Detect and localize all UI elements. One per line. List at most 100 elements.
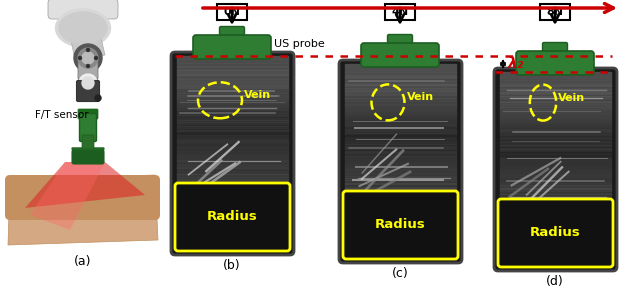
- Bar: [345, 74, 456, 75]
- Bar: [177, 97, 288, 98]
- Bar: [500, 220, 611, 221]
- Bar: [177, 123, 288, 124]
- Bar: [177, 214, 288, 215]
- Bar: [500, 213, 611, 214]
- Bar: [345, 160, 456, 161]
- Bar: [177, 230, 288, 231]
- Bar: [345, 112, 456, 113]
- Bar: [177, 216, 288, 217]
- Bar: [177, 88, 288, 89]
- Bar: [345, 146, 456, 147]
- FancyBboxPatch shape: [171, 52, 294, 255]
- Bar: [177, 105, 288, 106]
- Bar: [500, 82, 611, 83]
- Bar: [500, 182, 611, 183]
- Bar: [177, 238, 288, 239]
- Bar: [177, 169, 288, 170]
- Bar: [177, 218, 288, 219]
- Bar: [177, 208, 288, 209]
- Bar: [177, 195, 288, 196]
- Bar: [345, 238, 456, 239]
- Bar: [500, 86, 611, 87]
- Bar: [345, 99, 456, 100]
- Bar: [177, 181, 288, 182]
- Bar: [500, 128, 611, 129]
- Bar: [345, 89, 456, 90]
- Bar: [177, 133, 288, 134]
- Bar: [500, 141, 611, 142]
- Circle shape: [95, 95, 101, 101]
- Bar: [345, 143, 456, 144]
- Bar: [177, 70, 288, 71]
- Bar: [500, 177, 611, 178]
- Bar: [345, 118, 456, 119]
- Bar: [177, 226, 288, 227]
- Bar: [177, 179, 288, 180]
- Bar: [177, 220, 288, 221]
- Bar: [345, 242, 456, 243]
- Bar: [500, 214, 611, 215]
- Bar: [345, 233, 456, 234]
- Bar: [177, 170, 288, 171]
- Bar: [345, 257, 456, 258]
- Bar: [177, 115, 288, 116]
- Bar: [345, 132, 456, 133]
- Bar: [177, 185, 288, 186]
- Circle shape: [86, 65, 90, 68]
- Bar: [500, 218, 611, 219]
- Bar: [345, 109, 456, 110]
- Bar: [345, 218, 456, 219]
- Circle shape: [79, 57, 81, 60]
- Bar: [177, 98, 288, 99]
- Bar: [177, 215, 288, 216]
- Bar: [500, 156, 611, 157]
- Bar: [345, 66, 456, 67]
- Bar: [500, 227, 611, 228]
- Bar: [345, 72, 456, 73]
- Bar: [177, 209, 288, 210]
- Text: F/T sensor: F/T sensor: [35, 110, 88, 120]
- Bar: [345, 144, 456, 145]
- FancyBboxPatch shape: [387, 34, 413, 48]
- Bar: [345, 151, 456, 152]
- Bar: [500, 109, 611, 110]
- Bar: [177, 104, 288, 105]
- Bar: [345, 140, 456, 141]
- Bar: [345, 205, 456, 206]
- Bar: [177, 89, 288, 90]
- Bar: [345, 147, 456, 148]
- Bar: [345, 216, 456, 217]
- Bar: [500, 188, 611, 189]
- Bar: [500, 148, 611, 149]
- Bar: [345, 246, 456, 247]
- Bar: [345, 163, 456, 164]
- Bar: [177, 56, 288, 57]
- Bar: [345, 101, 456, 102]
- Bar: [500, 263, 611, 264]
- Bar: [500, 150, 611, 151]
- Bar: [345, 73, 456, 74]
- Bar: [345, 227, 456, 228]
- Bar: [345, 230, 456, 231]
- Bar: [177, 196, 288, 197]
- Bar: [345, 210, 456, 211]
- Bar: [345, 141, 456, 142]
- Bar: [500, 134, 611, 135]
- Circle shape: [74, 44, 102, 72]
- Bar: [500, 240, 611, 241]
- Bar: [177, 174, 288, 175]
- Bar: [345, 167, 456, 168]
- Bar: [500, 254, 611, 255]
- Bar: [177, 191, 288, 192]
- Bar: [500, 143, 611, 144]
- Bar: [500, 149, 611, 150]
- Text: Vein: Vein: [406, 92, 434, 102]
- Bar: [177, 136, 288, 137]
- Bar: [500, 108, 611, 109]
- Bar: [345, 176, 456, 177]
- Bar: [345, 125, 456, 126]
- Bar: [345, 159, 456, 160]
- Circle shape: [78, 48, 98, 68]
- Bar: [345, 201, 456, 202]
- Bar: [500, 132, 611, 133]
